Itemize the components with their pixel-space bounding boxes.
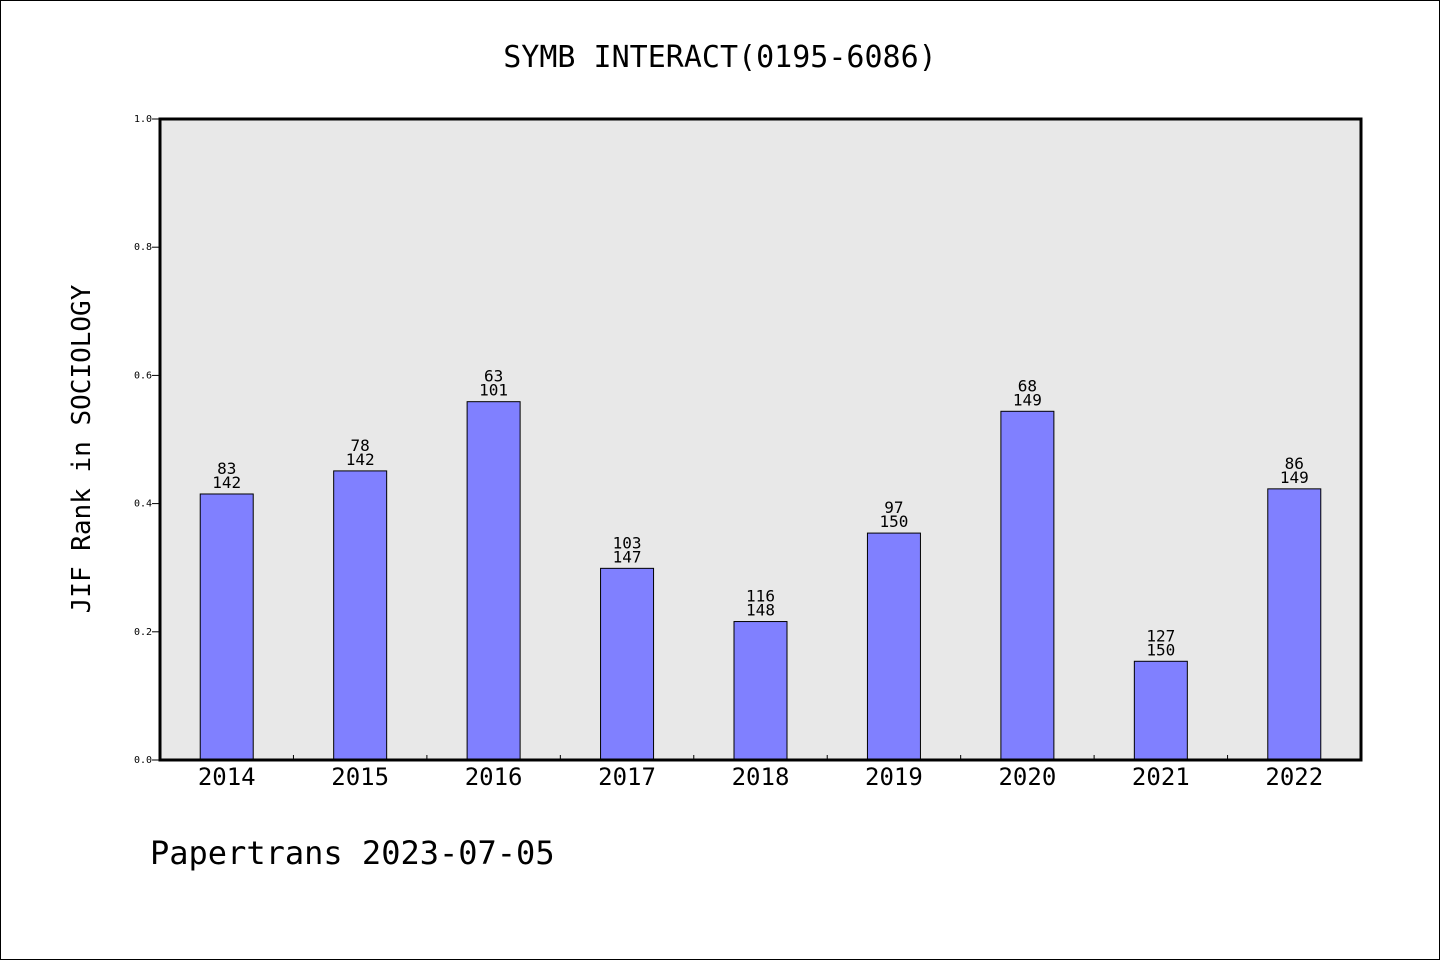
bar-rank-label: 97 [884, 498, 903, 517]
y-tick-label: 0.2 [134, 627, 152, 638]
bar-total-label: 149 [1280, 468, 1309, 487]
x-tick-label: 2022 [1265, 763, 1323, 791]
bar [333, 470, 388, 761]
x-tick-label: 2015 [331, 763, 389, 791]
bar-rank-label: 78 [351, 436, 370, 455]
y-tick-label: 0.0 [134, 755, 152, 766]
y-tick-label: 0.4 [134, 499, 152, 510]
bar-total-label: 150 [1146, 640, 1175, 659]
bar-rank-label: 116 [746, 587, 775, 606]
y-tick-label: 1.0 [134, 114, 152, 125]
bar-rank-label: 86 [1285, 454, 1304, 473]
bar-rank-label: 83 [217, 459, 236, 478]
x-tick-label: 2020 [998, 763, 1056, 791]
x-axis-labels: 2014 2015 2016 2017 2018 2019 2020 2021 2022 [198, 763, 1323, 791]
x-tick-label: 2019 [865, 763, 923, 791]
x-tick-label: 2016 [465, 763, 523, 791]
bars [199, 401, 1322, 761]
bar-total-label: 149 [1013, 390, 1042, 409]
y-axis-ticks: 0.0 0.2 0.4 0.6 0.8 1.0 [134, 114, 160, 766]
x-tick-label: 2017 [598, 763, 656, 791]
bar [466, 401, 521, 761]
chart-title: SYMB INTERACT(0195-6086) [503, 40, 936, 75]
bar-total-label: 142 [346, 450, 375, 469]
bar [1000, 410, 1055, 761]
bar-total-label: 142 [212, 473, 241, 492]
x-tick-label: 2018 [732, 763, 790, 791]
y-tick-label: 0.8 [134, 242, 152, 253]
bar-rank-label: 68 [1018, 376, 1037, 395]
bar-rank-label: 103 [613, 533, 642, 552]
bar-labels: 8314278142631011031471161489715068149127… [212, 367, 1308, 660]
bar [1133, 660, 1188, 761]
x-tick-label: 2014 [198, 763, 256, 791]
bar [199, 493, 254, 761]
bar-total-label: 147 [613, 547, 642, 566]
bar-total-label: 101 [479, 381, 508, 400]
plot-border [158, 117, 1363, 762]
y-axis-label: JIF Rank in SOCIOLOGY [67, 284, 97, 613]
bar [733, 621, 788, 761]
bar-total-label: 148 [746, 601, 775, 620]
bar-rank-label: 127 [1146, 626, 1175, 645]
x-tick-label: 2021 [1132, 763, 1190, 791]
bar-rank-label: 63 [484, 367, 503, 386]
bar [866, 532, 921, 761]
bar-total-label: 150 [879, 512, 908, 531]
footer-credit: Papertrans 2023-07-05 [150, 834, 555, 872]
bar [1267, 488, 1322, 761]
bar [600, 567, 655, 761]
y-tick-label: 0.6 [134, 370, 152, 381]
